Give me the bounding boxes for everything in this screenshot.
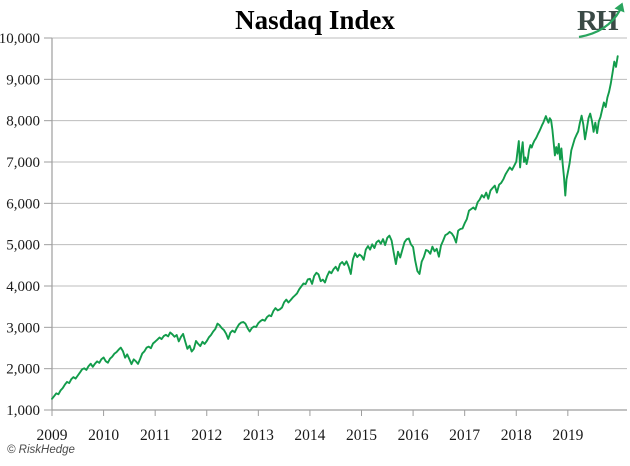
x-tick-label: 2014 — [294, 427, 325, 444]
x-tick-label: 2013 — [243, 427, 274, 444]
y-tick-label: 8,000 — [6, 114, 40, 130]
x-tick-label: 2011 — [140, 427, 170, 444]
x-tick-label: 2016 — [398, 427, 429, 444]
x-tick-label: 2012 — [191, 427, 222, 444]
y-tick-label: 6,000 — [6, 196, 40, 212]
logo-arrow-icon — [578, 9, 622, 39]
y-tick-label: 10,000 — [0, 31, 40, 47]
x-tick-label: 2018 — [501, 427, 532, 444]
source-credit: © RiskHedge — [7, 444, 75, 456]
x-tick-label: 2015 — [346, 427, 377, 444]
y-tick-label: 5,000 — [6, 238, 40, 254]
y-tick-label: 3,000 — [6, 320, 40, 336]
nasdaq-line-series — [51, 55, 619, 400]
y-tick-label: 7,000 — [6, 155, 40, 171]
logo-arrowhead-icon — [614, 2, 625, 13]
x-tick-label: 2019 — [552, 427, 583, 444]
x-tick-label: 2010 — [88, 427, 119, 444]
y-tick-label: 2,000 — [6, 362, 40, 378]
chart-title: Nasdaq Index — [235, 5, 395, 35]
riskhedge-logo: RH — [577, 2, 625, 39]
y-tick-label: 1,000 — [6, 403, 40, 419]
y-tick-label: 9,000 — [6, 72, 40, 88]
x-tick-label: 2017 — [449, 427, 480, 444]
x-tick-label: 2009 — [37, 427, 68, 444]
y-tick-label: 4,000 — [6, 279, 40, 295]
